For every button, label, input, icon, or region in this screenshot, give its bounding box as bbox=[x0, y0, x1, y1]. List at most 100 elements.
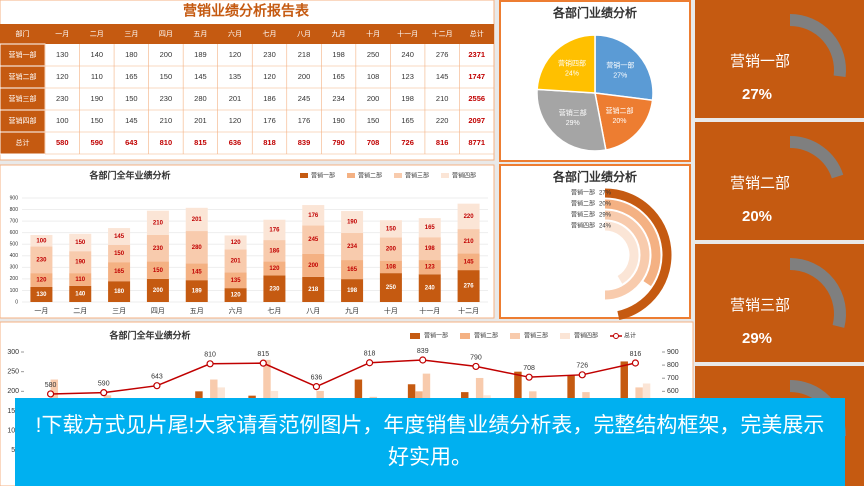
x-tick-label: 四月 bbox=[151, 307, 165, 315]
table-cell: 234 bbox=[332, 94, 345, 103]
banner: !下载方式见片尾!大家请看范例图片，年度销售业绩分析表，完整结构框架，完美展示好… bbox=[15, 398, 845, 486]
bar-segment bbox=[108, 281, 131, 302]
table-cell: 201 bbox=[229, 94, 242, 103]
header-cell: 七月 bbox=[263, 29, 277, 38]
table-cell: 130 bbox=[56, 50, 69, 59]
table-cell: 145 bbox=[125, 116, 138, 125]
chart-title: 各部门全年业绩分析 bbox=[88, 169, 170, 180]
table-cell: 2097 bbox=[468, 116, 485, 125]
bar-segment bbox=[69, 251, 92, 274]
table-cell: 643 bbox=[125, 138, 138, 147]
radial-value: 20% bbox=[599, 202, 612, 208]
table-cell: 816 bbox=[436, 138, 449, 147]
bar-label: 145 bbox=[464, 259, 475, 265]
table-cell: 145 bbox=[194, 72, 207, 81]
y-tick-label: 300 bbox=[10, 265, 19, 271]
legend-swatch bbox=[300, 173, 308, 178]
header-cell: 十一月 bbox=[397, 29, 418, 38]
bar-segment bbox=[146, 261, 169, 279]
y2-tick-label: 700 bbox=[667, 375, 679, 382]
bar-label: 140 bbox=[75, 291, 86, 297]
bar-segment bbox=[224, 235, 247, 250]
table-cell: 590 bbox=[91, 138, 104, 147]
slice-label: 营销三部 bbox=[559, 108, 587, 117]
header-cell: 六月 bbox=[228, 29, 242, 38]
y-tick-label: 0 bbox=[15, 299, 18, 305]
bar-segment bbox=[263, 240, 286, 262]
bar-segment bbox=[263, 275, 286, 302]
bar-segment bbox=[185, 207, 208, 232]
bar-label: 108 bbox=[386, 264, 397, 270]
table-cell: 220 bbox=[436, 116, 449, 125]
bar-segment bbox=[457, 253, 480, 271]
radial-label: 营销四部 bbox=[571, 222, 595, 230]
bar-label: 150 bbox=[153, 268, 164, 274]
y-tick-label: 150 bbox=[7, 408, 19, 415]
line-marker bbox=[419, 356, 427, 364]
bar-label: 150 bbox=[386, 226, 397, 232]
y-tick-label: 900 bbox=[10, 195, 19, 201]
table-cell: 1747 bbox=[468, 72, 485, 81]
y-tick-label: 200 bbox=[10, 276, 19, 282]
header-cell: 十二月 bbox=[432, 29, 453, 38]
line-marker bbox=[312, 383, 321, 391]
table-cell: 150 bbox=[125, 94, 138, 103]
legend-label: 营销三部 bbox=[405, 172, 429, 180]
table-cell: 135 bbox=[229, 72, 242, 81]
table-cell: 165 bbox=[125, 72, 138, 81]
bar-label: 198 bbox=[347, 288, 358, 294]
bar-segment bbox=[302, 225, 325, 254]
slice-value: 24% bbox=[565, 70, 579, 77]
header-cell: 总计 bbox=[470, 29, 484, 38]
x-tick-label: 十一月 bbox=[419, 306, 440, 315]
bar-label: 230 bbox=[36, 257, 47, 263]
bar-segment bbox=[457, 229, 480, 254]
bar-label: 145 bbox=[192, 269, 203, 275]
gauge-value: 27% bbox=[742, 86, 772, 103]
line-marker bbox=[46, 390, 55, 398]
table-cell: 230 bbox=[263, 50, 276, 59]
x-tick-label: 三月 bbox=[112, 307, 126, 315]
table-cell: 150 bbox=[367, 116, 380, 125]
header-cell: 一月 bbox=[55, 30, 69, 38]
legend-swatch bbox=[394, 173, 402, 178]
table-cell: 120 bbox=[229, 116, 242, 125]
bar-segment bbox=[30, 234, 53, 247]
table-cell: 150 bbox=[160, 72, 173, 81]
table-cell: 790 bbox=[332, 138, 345, 147]
y-tick-label: 200 bbox=[7, 388, 19, 395]
y2-tick-label: 800 bbox=[667, 362, 679, 369]
table-cell: 123 bbox=[401, 72, 414, 81]
legend-label: 营销三部 bbox=[524, 332, 548, 340]
radial-label: 营销二部 bbox=[571, 200, 595, 208]
table-cell: 186 bbox=[263, 94, 276, 103]
slice-label: 营销二部 bbox=[606, 106, 634, 115]
table-cell: 145 bbox=[436, 72, 449, 81]
legend-swatch bbox=[460, 333, 470, 339]
bar-segment bbox=[224, 249, 247, 273]
line-marker bbox=[153, 382, 161, 390]
legend-label: 营销二部 bbox=[358, 172, 382, 180]
total-line bbox=[50, 359, 636, 395]
table-cell: 189 bbox=[194, 50, 207, 59]
legend-label: 营销一部 bbox=[424, 332, 448, 340]
y-tick-label: 400 bbox=[10, 253, 19, 259]
radial-bar bbox=[604, 221, 639, 284]
table-cell: 280 bbox=[194, 94, 207, 103]
table-cell: 200 bbox=[298, 72, 311, 81]
bar-label: 230 bbox=[153, 246, 164, 252]
slice-value: 20% bbox=[613, 118, 627, 125]
table-cell: 810 bbox=[160, 138, 173, 147]
line-label: 636 bbox=[311, 374, 323, 381]
table-cell: 165 bbox=[401, 116, 414, 125]
table-cell: 726 bbox=[401, 138, 414, 147]
y-tick-label: 800 bbox=[10, 207, 19, 213]
line-label: 816 bbox=[630, 351, 642, 358]
x-tick-label: 一月 bbox=[34, 307, 48, 315]
line-label: 708 bbox=[523, 365, 535, 372]
bar-segment bbox=[146, 278, 169, 302]
bar-segment bbox=[341, 233, 364, 261]
bar-segment bbox=[185, 263, 208, 281]
table-cell: 108 bbox=[367, 72, 380, 81]
bar-segment bbox=[185, 231, 208, 264]
